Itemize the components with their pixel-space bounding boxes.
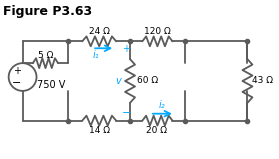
Text: +: + (122, 44, 130, 54)
Text: 43 Ω: 43 Ω (252, 76, 273, 86)
Text: i₁: i₁ (92, 50, 99, 60)
Text: 20 Ω: 20 Ω (146, 126, 167, 135)
Text: i₂: i₂ (158, 100, 165, 110)
Text: +: + (13, 66, 21, 76)
Text: 750 V: 750 V (37, 80, 65, 90)
Text: 24 Ω: 24 Ω (89, 27, 110, 36)
Text: 5 Ω: 5 Ω (38, 51, 53, 60)
Text: v: v (115, 76, 121, 86)
Text: −: − (12, 78, 21, 88)
Text: 14 Ω: 14 Ω (89, 126, 110, 135)
Text: 120 Ω: 120 Ω (143, 27, 170, 36)
Text: Figure P3.63: Figure P3.63 (3, 5, 93, 18)
Text: 60 Ω: 60 Ω (137, 76, 158, 86)
Text: −: − (121, 108, 131, 118)
